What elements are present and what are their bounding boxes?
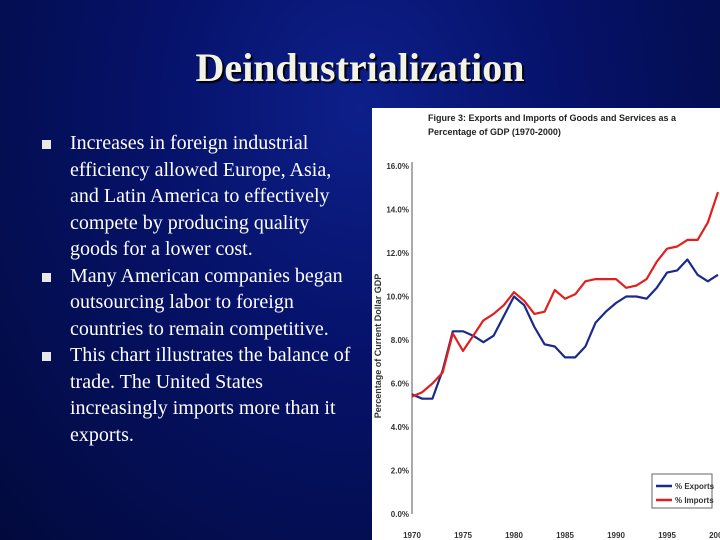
x-tick-label: 1990 <box>607 531 625 540</box>
x-tick-label: 1975 <box>454 531 472 540</box>
y-tick-label: 16.0% <box>386 162 409 171</box>
x-tick-label: 1980 <box>505 531 523 540</box>
y-tick-label: 14.0% <box>386 206 409 215</box>
legend-label: % Exports <box>675 482 715 491</box>
bullet-item: This chart illustrates the balance of tr… <box>40 342 360 448</box>
y-tick-label: 10.0% <box>386 293 409 302</box>
bullet-item: Increases in foreign industrial efficien… <box>40 130 360 263</box>
legend-label: % Imports <box>675 496 714 505</box>
chart-title-line-1: Figure 3: Exports and Imports of Goods a… <box>428 113 677 123</box>
square-bullet-icon <box>42 140 51 149</box>
legend-box <box>651 473 713 509</box>
bullet-text: This chart illustrates the balance of tr… <box>70 344 351 446</box>
bullet-list: Increases in foreign industrial efficien… <box>40 130 360 448</box>
square-bullet-icon <box>42 272 51 282</box>
y-tick-label: 4.0% <box>391 423 409 432</box>
y-tick-label: 2.0% <box>391 467 409 476</box>
y-tick-label: 8.0% <box>391 336 409 345</box>
y-tick-label: 0.0% <box>391 510 409 519</box>
x-tick-label: 2000 <box>709 531 720 540</box>
x-tick-label: 1970 <box>403 531 421 540</box>
trade-chart: Figure 3: Exports and Imports of Goods a… <box>373 113 720 540</box>
y-axis-label: Percentage of Current Dollar GDP <box>373 274 383 419</box>
series-line-exports <box>411 258 719 400</box>
x-tick-label: 1995 <box>658 531 676 540</box>
bullet-text: Increases in foreign industrial efficien… <box>70 132 332 260</box>
x-tick-label: 1985 <box>556 531 574 540</box>
bullet-text: Many American companies began outsourcin… <box>70 264 343 340</box>
y-tick-label: 6.0% <box>391 380 409 389</box>
trade-chart-figure: Figure 3: Exports and Imports of Goods a… <box>372 108 720 540</box>
chart-title-line-2: Percentage of GDP (1970-2000) <box>428 127 561 137</box>
slide-title: Deindustrialization <box>195 45 525 90</box>
series-line-imports <box>411 191 720 398</box>
square-bullet-icon <box>42 352 51 361</box>
bullet-item: Many American companies began outsourcin… <box>40 263 360 343</box>
y-tick-label: 12.0% <box>386 249 409 258</box>
